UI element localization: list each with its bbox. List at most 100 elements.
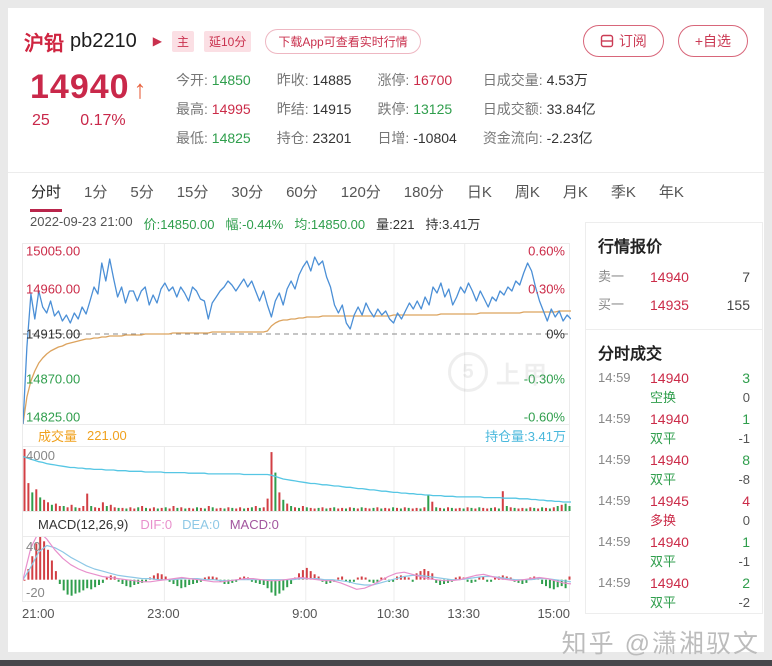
tab-60分[interactable]: 60分	[286, 184, 318, 201]
subscribe-label: 订阅	[618, 33, 647, 49]
time-axis: 21:00 23:00 9:00 10:30 13:30 15:00	[22, 604, 570, 624]
tab-月K[interactable]: 月K	[562, 184, 588, 201]
trade-line-1: 14:59 14940 1	[598, 532, 750, 552]
quote-row-qty: 155	[726, 297, 750, 313]
tab-120分[interactable]: 120分	[340, 184, 381, 201]
trade-line-1: 14:59 14940 2	[598, 573, 750, 593]
quote-row-price: 14935	[650, 297, 689, 313]
stat-value: 14885	[312, 72, 352, 88]
trade-line-1: 14:59 14945 4	[598, 491, 750, 511]
macd-chart-pane[interactable]: 40 -20	[22, 536, 571, 602]
stat-label: 今开:	[176, 72, 212, 88]
tab-季K[interactable]: 季K	[610, 184, 636, 201]
stat-label: 最高:	[176, 101, 212, 117]
stat-label: 跌停:	[377, 101, 414, 117]
trade-delta: -1	[738, 554, 750, 569]
stat-资金流向: 资金流向: -2.23亿	[483, 124, 596, 153]
stat-昨结: 昨结: 14915	[277, 95, 352, 124]
info-item: 均:14850.00	[294, 217, 366, 232]
header-buttons: 订阅 +自选	[582, 25, 748, 57]
window-bottom-edge	[0, 660, 772, 666]
open-interest-label: 持仓量:3.41万	[485, 429, 566, 444]
tab-日K[interactable]: 日K	[466, 184, 492, 201]
subscribe-button[interactable]: 订阅	[582, 25, 664, 57]
trade-delta: -1	[738, 431, 750, 446]
trade-entry: 14:59 14940 3 空换 0	[598, 368, 750, 407]
price-change-pct: 0.17%	[80, 112, 126, 129]
price-change-row: 25 0.17%	[32, 112, 152, 130]
stat-value: 14850	[211, 72, 251, 88]
trade-action: 双平	[650, 431, 677, 446]
tab-分时[interactable]: 分时	[30, 173, 63, 212]
volume-chart-pane[interactable]: 4000	[22, 446, 571, 512]
volume-label: 成交量	[38, 429, 78, 444]
stat-日成交量: 日成交量: 4.53万	[483, 66, 596, 95]
delay-badge: 延10分	[204, 30, 252, 52]
stat-value: 14825	[211, 130, 251, 146]
trade-line-2: 空换 0	[598, 388, 750, 407]
trade-line-2: 双平 -8	[598, 470, 750, 489]
volume-value: 221.00	[87, 428, 127, 443]
stat-column: 今开: 14850 最高: 14995 最低: 14825	[176, 66, 251, 153]
header: 沪铅 pb2210 ▶ 主 延10分 下载App可查看实时行情 订阅 +自选	[24, 24, 748, 58]
stat-label: 资金流向:	[482, 130, 547, 146]
stat-value: 33.84亿	[546, 101, 596, 117]
tick-trades-list: 14:59 14940 3 空换 0 14:59 14940 1 双平 -1 14:59 14940 8…	[586, 366, 762, 612]
play-icon: ▶	[152, 34, 162, 48]
stat-value: -2.23亿	[546, 130, 593, 146]
trade-delta: -2	[738, 595, 750, 610]
quote-board-title: 行情报价	[598, 239, 663, 256]
trade-count: 8	[742, 452, 750, 468]
trade-entry: 14:59 14945 4 多换 0	[598, 491, 750, 530]
last-price: 14940 ↑	[30, 68, 148, 107]
instrument-code: pb2210	[70, 29, 137, 52]
quote-row-label: 卖一	[598, 269, 625, 284]
info-item: 量:221	[376, 217, 415, 232]
time-label: 23:00	[147, 606, 180, 621]
subscribe-icon	[600, 34, 614, 48]
add-watchlist-button[interactable]: +自选	[677, 25, 748, 57]
period-tabs: 分时 1分 5分 15分 30分 60分 120分 180分 日K 周K 月K 季K 年K	[8, 172, 764, 212]
tab-180分[interactable]: 180分	[403, 184, 444, 201]
stat-昨收: 昨收: 14885	[277, 66, 352, 95]
trade-entry: 14:59 14940 1 双平 -1	[598, 409, 750, 448]
stat-column: 涨停: 16700 跌停: 13125 日增: -10804	[377, 66, 456, 153]
trade-price: 14940	[650, 370, 689, 386]
stat-label: 昨结:	[276, 101, 313, 117]
quote-row-买一: 买一 14935 155	[598, 291, 750, 319]
trade-line-1: 14:59 14940 1	[598, 409, 750, 429]
stat-label: 日增:	[377, 130, 414, 146]
time-label: 9:00	[292, 606, 318, 621]
volume-header: 成交量 221.00 持仓量:3.41万	[22, 425, 570, 446]
tab-周K[interactable]: 周K	[514, 184, 540, 201]
time-label: 13:30	[447, 606, 480, 621]
up-arrow-icon: ↑	[133, 74, 148, 104]
trade-price: 14940	[650, 452, 689, 468]
tab-15分[interactable]: 15分	[176, 184, 209, 201]
trade-delta: 0	[742, 390, 750, 405]
tab-5分[interactable]: 5分	[130, 184, 154, 201]
stat-label: 持仓:	[276, 130, 313, 146]
trade-time: 14:59	[598, 411, 631, 426]
trade-entry: 14:59 14940 8 双平 -8	[598, 450, 750, 489]
trade-time: 14:59	[598, 493, 631, 508]
tab-1分[interactable]: 1分	[84, 184, 108, 201]
add-watchlist-label: +自选	[694, 33, 731, 49]
main-contract-badge: 主	[171, 30, 194, 52]
tab-30分[interactable]: 30分	[231, 184, 264, 201]
site-watermark: 知乎 @潇湘驭文	[561, 630, 760, 658]
trade-delta: 0	[742, 513, 750, 528]
trade-time: 14:59	[598, 370, 631, 385]
time-label: 10:30	[376, 606, 410, 621]
stat-value: 4.53万	[546, 72, 588, 88]
trade-price: 14940	[650, 411, 689, 427]
trade-line-1: 14:59 14940 8	[598, 450, 750, 470]
tab-年K[interactable]: 年K	[658, 184, 684, 201]
trade-count: 1	[742, 534, 750, 550]
stat-value: 13125	[413, 101, 453, 117]
download-app-pill[interactable]: 下载App可查看实时行情	[265, 28, 421, 54]
stat-今开: 今开: 14850	[176, 66, 251, 95]
trade-entry: 14:59 14940 2 双平 -2	[598, 573, 750, 612]
trade-action: 双平	[650, 595, 677, 610]
price-chart-pane[interactable]: 15005.00 14960.00 14915.00 14870.00 14825.00…	[22, 243, 571, 425]
